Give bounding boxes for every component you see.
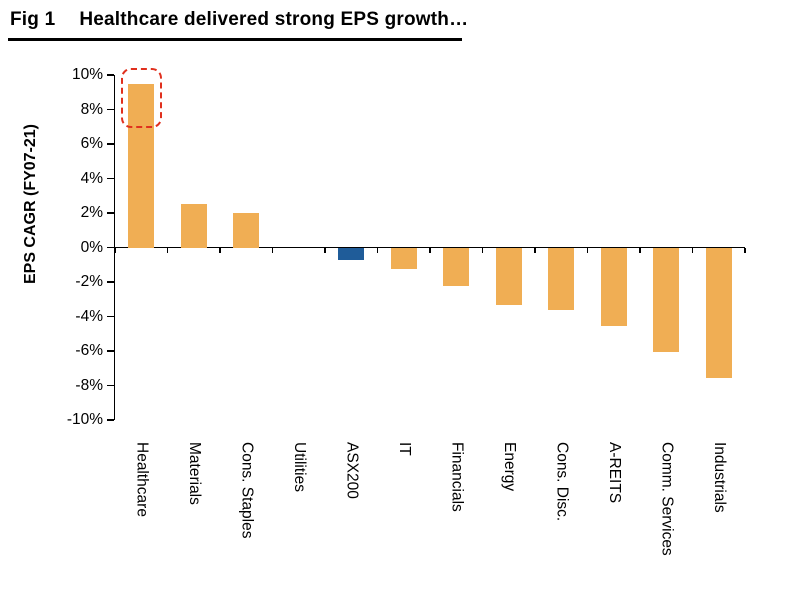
y-tick-label: -10% [66,411,103,428]
y-tick-label: -2% [75,273,103,290]
x-axis-label-it: IT [395,442,413,456]
y-tick-mark [107,74,114,76]
y-tick-mark [107,281,114,283]
y-tick-label: 8% [80,100,103,118]
x-axis-label-materials: Materials [185,442,203,505]
bar-it [390,248,417,269]
x-tick-mark [166,247,169,253]
x-tick-mark [219,247,221,253]
bar-a-reits [600,248,627,326]
x-tick-mark [376,247,379,253]
y-tick-mark [107,212,114,214]
x-axis-label-energy: Energy [500,442,518,492]
figure-header: Fig 1 Healthcare delivered strong EPS gro… [10,9,468,31]
bar-asx200 [338,248,365,261]
x-axis-label-cons-staples: Cons. Staples [238,442,256,539]
bar-cons-staples [233,213,260,248]
x-axis-label-utilities: Utilities [290,442,308,492]
x-axis-label-comm-services: Comm. Services [658,442,676,556]
x-tick-mark [586,247,589,253]
bar-industrials [705,248,732,378]
bar-materials [180,204,207,248]
y-tick-label: 6% [80,135,103,152]
y-tick-label: 0% [80,238,103,256]
x-tick-mark [639,247,641,253]
figure-label: Fig 1 [10,9,56,30]
x-tick-mark [481,247,484,253]
x-tick-mark [429,247,431,253]
y-tick-mark [107,246,114,249]
y-tick-mark [107,419,114,421]
y-tick-label: 10% [71,66,103,83]
y-tick-mark [107,350,114,352]
y-tick-mark [107,315,114,318]
bar-energy [495,248,522,306]
figure-title: Healthcare delivered strong EPS growth… [79,9,469,30]
x-axis-label-industrials: Industrials [710,442,728,513]
bar-cons-disc [548,248,575,311]
x-axis-label-financials: Financials [448,442,466,512]
title-underline [8,38,462,41]
x-tick-mark [271,247,274,253]
bar-comm-services [653,248,680,352]
x-tick-mark [534,247,536,253]
highlight-dashed-box [120,67,162,128]
x-tick-mark [691,247,694,253]
y-tick-mark [107,177,114,180]
x-tick-mark [324,247,326,253]
y-tick-label: -8% [75,376,103,394]
y-tick-mark [107,108,114,111]
y-tick-label: -4% [75,307,103,325]
y-tick-label: 2% [80,204,103,221]
y-tick-mark [107,143,114,145]
y-tick-label: -6% [75,342,103,359]
x-axis-label-cons-disc: Cons. Disc. [553,442,571,522]
x-axis-label-healthcare: Healthcare [133,442,151,517]
bar-financials [443,248,470,287]
x-tick-mark [114,247,116,253]
x-axis-label-asx200: ASX200 [343,442,361,499]
x-axis-label-a-reits: A-REITS [605,442,623,504]
x-tick-mark [744,247,746,253]
y-tick-label: 4% [80,169,103,187]
bar-healthcare [128,83,155,248]
y-tick-mark [107,384,114,387]
